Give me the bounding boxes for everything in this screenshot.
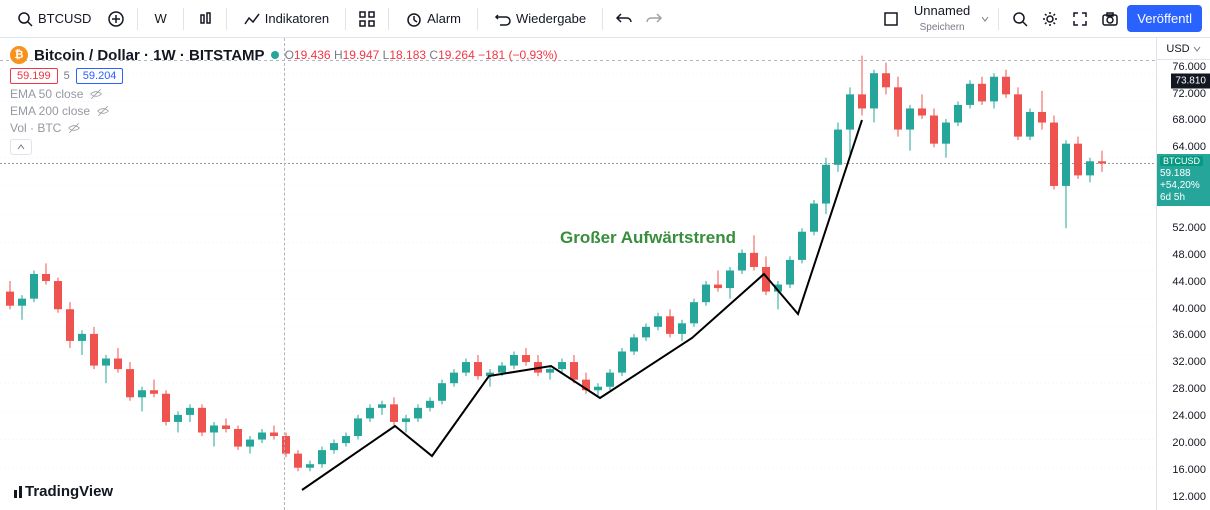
indicator-volume[interactable]: Vol · BTC — [10, 121, 558, 135]
price-tick: 28.000 — [1172, 383, 1206, 395]
layout-grid-button[interactable] — [878, 6, 904, 32]
snapshot-button[interactable] — [1097, 6, 1123, 32]
magnify-icon — [1011, 10, 1029, 28]
price-tick: 20.000 — [1172, 437, 1206, 449]
symbol-label: BTCUSD — [38, 11, 91, 26]
price-tick: 72.000 — [1172, 88, 1206, 100]
spread-value: 5 — [64, 70, 70, 82]
ohlc-values: O19.436 H19.947 L18.183 C19.264 −181 (−0… — [285, 48, 558, 62]
market-status-dot — [271, 51, 279, 59]
eye-off-icon — [96, 104, 110, 118]
square-icon — [882, 10, 900, 28]
price-axis[interactable]: USD 76.00072.00068.00064.00060.00056.000… — [1156, 38, 1210, 510]
collapse-legend-button[interactable] — [10, 139, 32, 155]
bid-box[interactable]: 59.199 — [10, 68, 58, 84]
indicators-button[interactable]: Indikatoren — [235, 6, 337, 32]
price-tick: 48.000 — [1172, 249, 1206, 261]
gear-icon — [1041, 10, 1059, 28]
symbol-search[interactable]: BTCUSD — [8, 6, 99, 32]
fullscreen-button[interactable] — [1067, 6, 1093, 32]
publish-button[interactable]: Veröffentl — [1127, 5, 1202, 32]
undo-icon — [615, 10, 633, 28]
price-tick: 68.000 — [1172, 114, 1206, 126]
indicators-icon — [243, 10, 261, 28]
replay-button[interactable]: Wiedergabe — [486, 6, 594, 32]
price-tick: 76.000 — [1172, 61, 1206, 73]
quick-search-button[interactable] — [1007, 6, 1033, 32]
price-tick: 32.000 — [1172, 356, 1206, 368]
redo-button[interactable] — [641, 6, 667, 32]
price-tick: 52.000 — [1172, 222, 1206, 234]
search-icon — [16, 10, 34, 28]
candle-icon — [196, 10, 214, 28]
top-toolbar: BTCUSD W Indikatoren Alarm Wiedergabe Un… — [0, 0, 1210, 38]
symbol-title[interactable]: Bitcoin / Dollar · 1W · BITSTAMP — [34, 47, 265, 64]
ask-box[interactable]: 59.204 — [76, 68, 124, 84]
bitcoin-icon: ₿ — [10, 46, 28, 64]
price-tick: 24.000 — [1172, 410, 1206, 422]
eye-off-icon — [67, 121, 81, 135]
chevron-down-icon[interactable] — [980, 14, 990, 24]
interval-button[interactable]: W — [146, 7, 174, 30]
alarm-button[interactable]: Alarm — [397, 6, 469, 32]
templates-button[interactable] — [354, 6, 380, 32]
eye-off-icon — [89, 87, 103, 101]
current-price-tag: BTCUSD59.188+54,20%6d 5h — [1157, 154, 1210, 206]
price-tick: 44.000 — [1172, 276, 1206, 288]
plus-icon — [107, 10, 125, 28]
chart-style-button[interactable] — [192, 6, 218, 32]
chevron-down-icon — [1193, 45, 1201, 53]
currency-selector[interactable]: USD — [1157, 38, 1210, 60]
indicator-ema50[interactable]: EMA 50 close — [10, 87, 558, 101]
add-symbol-button[interactable] — [103, 6, 129, 32]
chevron-up-icon — [16, 143, 26, 151]
price-tick: 40.000 — [1172, 303, 1206, 315]
clock-icon — [405, 10, 423, 28]
price-tick: 64.000 — [1172, 141, 1206, 153]
price-tick: 12.000 — [1172, 491, 1206, 503]
high-price-badge: 73.810 — [1171, 74, 1210, 89]
settings-button[interactable] — [1037, 6, 1063, 32]
indicator-ema200[interactable]: EMA 200 close — [10, 104, 558, 118]
layout-name-button[interactable]: Unnamed Speichern — [908, 4, 976, 33]
price-tick: 36.000 — [1172, 329, 1206, 341]
undo-button[interactable] — [611, 6, 637, 32]
chart-legend: ₿ Bitcoin / Dollar · 1W · BITSTAMP O19.4… — [10, 46, 558, 155]
redo-icon — [645, 10, 663, 28]
grid-icon — [358, 10, 376, 28]
tradingview-watermark: TradingView — [14, 483, 113, 500]
camera-icon — [1101, 10, 1119, 28]
replay-icon — [494, 10, 512, 28]
price-tick: 16.000 — [1172, 464, 1206, 476]
fullscreen-icon — [1071, 10, 1089, 28]
trend-annotation: Großer Aufwärtstrend — [560, 228, 736, 248]
